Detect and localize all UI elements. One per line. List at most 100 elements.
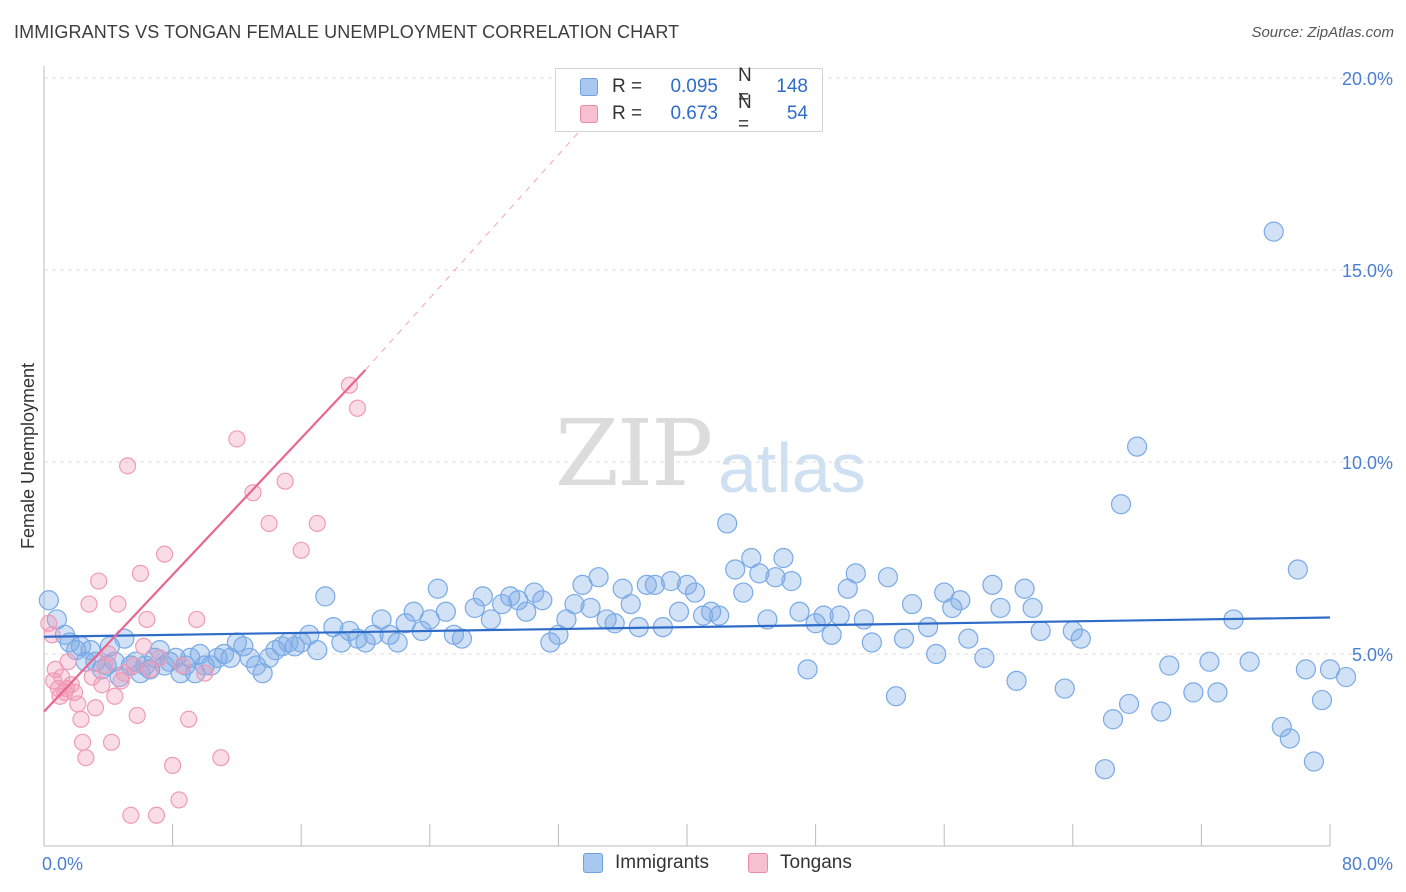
data-point-immigrants[interactable] (1271, 716, 1292, 738)
data-point-immigrants[interactable] (885, 686, 907, 707)
data-point-immigrants[interactable] (901, 593, 923, 615)
data-point-immigrants[interactable] (1126, 436, 1148, 457)
data-point-tongans[interactable] (308, 514, 326, 533)
data-point-tongans[interactable] (164, 756, 182, 774)
data-point-immigrants[interactable] (717, 513, 738, 534)
data-point-immigrants[interactable] (564, 593, 585, 615)
data-point-immigrants[interactable] (668, 601, 690, 622)
data-point-tongans[interactable] (122, 806, 140, 824)
data-point-tongans[interactable] (348, 399, 367, 417)
data-point-immigrants[interactable] (829, 605, 850, 626)
data-point-immigrants[interactable] (821, 624, 842, 645)
data-point-immigrants[interactable] (1311, 689, 1333, 711)
data-point-immigrants[interactable] (926, 643, 947, 665)
data-point-tongans[interactable] (180, 710, 198, 728)
data-point-immigrants[interactable] (1118, 693, 1140, 715)
data-point-immigrants[interactable] (480, 609, 501, 630)
data-point-tongans[interactable] (228, 430, 246, 448)
data-point-immigrants[interactable] (1287, 559, 1308, 580)
data-point-immigrants[interactable] (1102, 709, 1124, 730)
data-point-tongans[interactable] (125, 656, 143, 675)
data-point-immigrants[interactable] (620, 593, 641, 615)
data-point-immigrants[interactable] (1199, 651, 1220, 672)
data-point-tongans[interactable] (106, 687, 124, 705)
data-point-immigrants[interactable] (893, 628, 915, 649)
data-point-immigrants[interactable] (315, 586, 336, 607)
data-point-immigrants[interactable] (604, 613, 625, 634)
data-point-immigrants[interactable] (644, 574, 665, 595)
data-point-tongans[interactable] (77, 749, 95, 767)
data-point-immigrants[interactable] (492, 593, 513, 615)
data-point-tongans[interactable] (196, 664, 214, 682)
data-point-tongans[interactable] (260, 514, 278, 533)
data-point-immigrants[interactable] (942, 597, 963, 619)
data-point-tongans[interactable] (292, 541, 310, 559)
data-point-tongans[interactable] (188, 610, 206, 629)
data-point-immigrants[interactable] (781, 570, 802, 592)
data-point-immigrants[interactable] (709, 605, 730, 626)
data-point-immigrants[interactable] (1054, 678, 1075, 699)
data-point-tongans[interactable] (155, 545, 174, 563)
data-point-immigrants[interactable] (861, 632, 882, 653)
data-point-immigrants[interactable] (1022, 597, 1043, 619)
data-point-immigrants[interactable] (1183, 682, 1204, 703)
data-point-immigrants[interactable] (588, 567, 609, 588)
data-point-immigrants[interactable] (472, 586, 493, 607)
data-point-immigrants[interactable] (1335, 666, 1357, 688)
data-point-tongans[interactable] (131, 564, 150, 582)
data-point-immigrants[interactable] (451, 628, 473, 649)
data-point-tongans[interactable] (80, 595, 98, 613)
data-point-tongans[interactable] (73, 733, 92, 751)
data-point-immigrants[interactable] (877, 567, 899, 588)
data-point-immigrants[interactable] (508, 590, 529, 611)
data-point-immigrants[interactable] (80, 640, 101, 661)
data-point-tongans[interactable] (212, 749, 230, 767)
data-point-tongans[interactable] (99, 645, 117, 663)
data-point-tongans[interactable] (43, 626, 61, 644)
data-point-immigrants[interactable] (1303, 751, 1325, 772)
data-point-tongans[interactable] (86, 699, 105, 717)
data-point-immigrants[interactable] (749, 563, 770, 584)
data-point-immigrants[interactable] (252, 663, 273, 684)
data-point-tongans[interactable] (69, 695, 87, 713)
data-point-immigrants[interactable] (38, 590, 59, 611)
data-point-immigrants[interactable] (789, 601, 810, 622)
data-point-tongans[interactable] (90, 572, 108, 590)
data-point-tongans[interactable] (170, 791, 188, 809)
data-point-immigrants[interactable] (1263, 221, 1284, 242)
data-point-immigrants[interactable] (733, 582, 754, 603)
data-point-immigrants[interactable] (757, 609, 778, 630)
data-point-immigrants[interactable] (990, 597, 1011, 619)
data-point-immigrants[interactable] (419, 609, 440, 630)
data-point-tongans[interactable] (135, 637, 153, 655)
data-point-immigrants[interactable] (265, 640, 286, 661)
data-point-immigrants[interactable] (307, 640, 328, 661)
data-point-immigrants[interactable] (950, 590, 971, 611)
data-point-immigrants[interactable] (524, 582, 545, 603)
data-point-immigrants[interactable] (918, 617, 939, 638)
data-point-tongans[interactable] (276, 472, 294, 490)
data-point-immigrants[interactable] (958, 628, 979, 649)
data-point-immigrants[interactable] (1207, 682, 1228, 703)
data-point-immigrants[interactable] (213, 643, 235, 665)
data-point-immigrants[interactable] (982, 574, 1003, 595)
data-point-immigrants[interactable] (1295, 659, 1316, 680)
data-point-tongans[interactable] (118, 457, 137, 475)
data-point-immigrants[interactable] (1014, 578, 1035, 599)
data-point-tongans[interactable] (173, 656, 191, 675)
data-point-immigrants[interactable] (427, 578, 448, 599)
data-point-immigrants[interactable] (516, 601, 537, 622)
data-point-tongans[interactable] (128, 706, 146, 725)
data-point-tongans[interactable] (138, 610, 156, 629)
data-point-immigrants[interactable] (387, 632, 408, 653)
data-point-immigrants[interactable] (853, 609, 874, 630)
data-point-immigrants[interactable] (233, 636, 254, 657)
data-point-immigrants[interactable] (1110, 494, 1132, 515)
data-point-tongans[interactable] (93, 676, 111, 694)
data-point-immigrants[interactable] (540, 632, 561, 653)
data-point-immigrants[interactable] (114, 628, 135, 649)
data-point-immigrants[interactable] (1094, 759, 1116, 780)
data-point-tongans[interactable] (151, 649, 169, 667)
data-point-immigrants[interactable] (773, 547, 794, 569)
data-point-immigrants[interactable] (1279, 728, 1300, 749)
